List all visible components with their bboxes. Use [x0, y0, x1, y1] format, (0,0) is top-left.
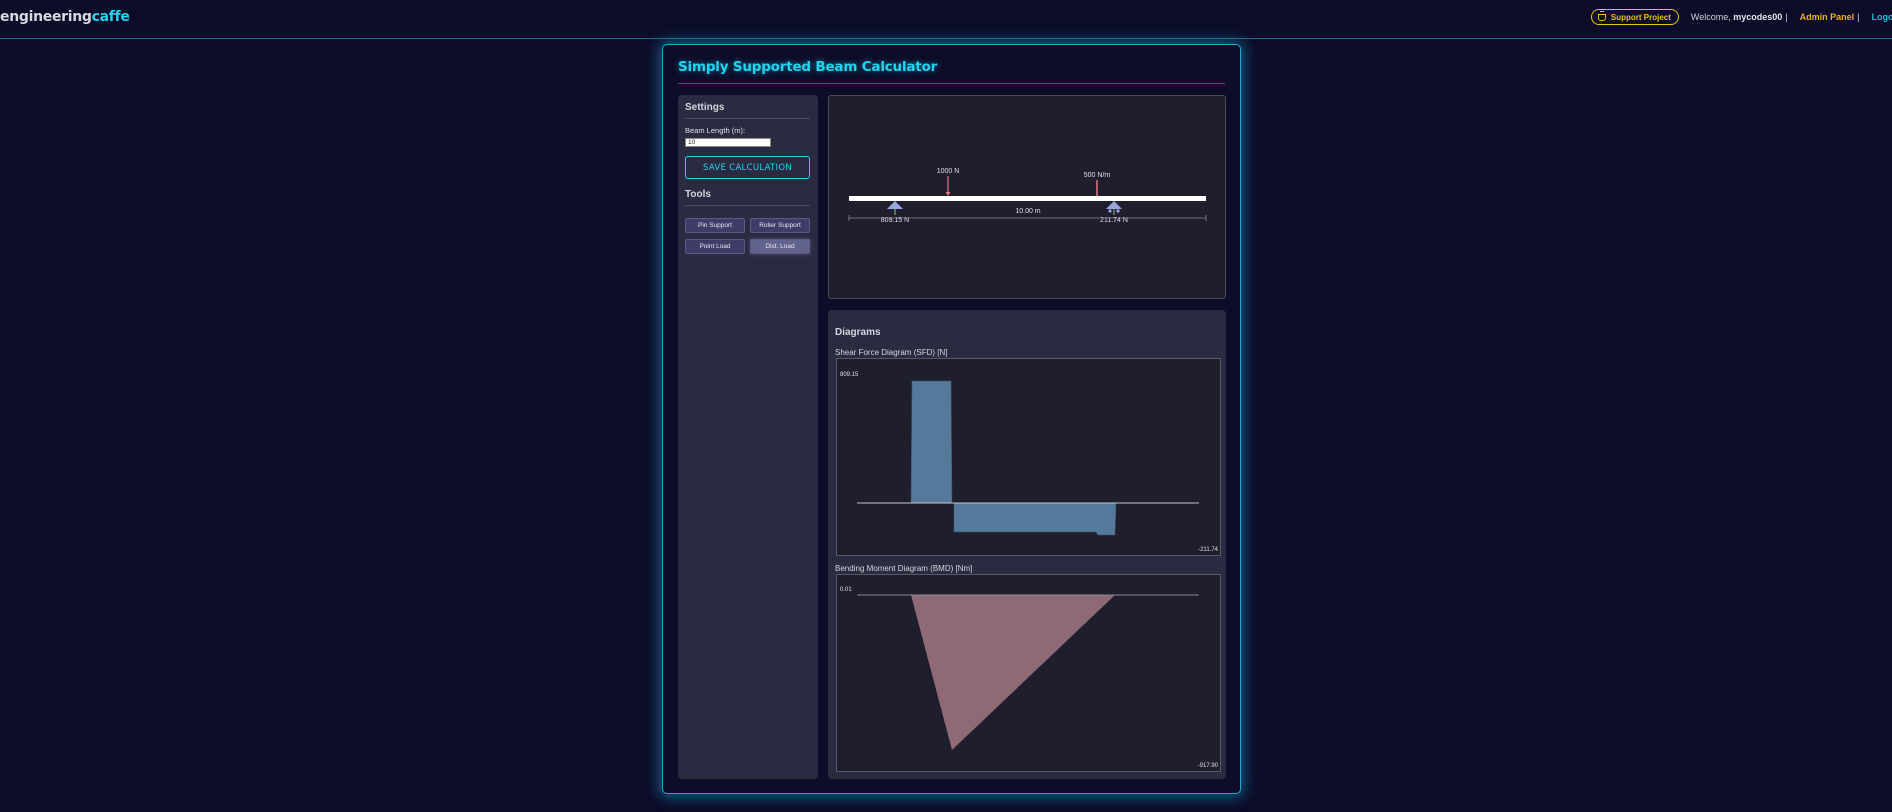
- top-navbar: engineeringcaffe Support Project Welcome…: [0, 0, 1892, 39]
- sfd-title: Shear Force Diagram (SFD) [N]: [835, 348, 948, 357]
- nav-separator: |: [1785, 12, 1788, 22]
- reaction-left-label: 809.15 N: [881, 217, 909, 224]
- welcome-prefix: Welcome,: [1690, 12, 1734, 22]
- bmd-plot: 0.01 -917.90: [840, 587, 1219, 769]
- sfd-chart: 809.15 -211.74: [836, 358, 1221, 556]
- title-divider: [678, 83, 1225, 84]
- tools-heading: Tools: [685, 189, 711, 200]
- sfd-negative-area: [953, 502, 1117, 536]
- dist-load-button[interactable]: Dist. Load: [750, 239, 810, 254]
- point-load-arrow-icon[interactable]: [945, 176, 951, 196]
- bmd-max-label: 0.01: [840, 587, 852, 593]
- dimension-line: [848, 215, 1207, 221]
- point-load-button[interactable]: Point Load: [685, 239, 745, 254]
- beam-drawing: 1000 N 500 N/m 809.15 N 211.74 N: [848, 168, 1207, 224]
- sfd-plot: 809.15 -211.74: [840, 372, 1219, 553]
- beam-length-dimension: 10.00 m: [1015, 208, 1040, 215]
- logout-link[interactable]: Logout: [1871, 12, 1892, 22]
- coffee-cup-icon: [1597, 10, 1606, 21]
- nav-right: Support Project Welcome, mycodes00 | Adm…: [1590, 9, 1892, 25]
- save-calculation-button[interactable]: SAVE CALCULATION: [685, 156, 810, 179]
- beam-length-label: Beam Length (m):: [685, 126, 746, 135]
- nav-separator: |: [1857, 12, 1860, 22]
- support-project-button[interactable]: Support Project: [1590, 9, 1679, 25]
- dist-load-label: 500 N/m: [1084, 172, 1111, 179]
- beam-body: [849, 196, 1206, 201]
- calculator-container: Simply Supported Beam Calculator Setting…: [662, 44, 1241, 794]
- diagrams-heading: Diagrams: [835, 327, 881, 338]
- welcome-text: Welcome, mycodes00: [1691, 12, 1782, 22]
- reaction-right-label: 211.74 N: [1100, 217, 1128, 224]
- admin-panel-link[interactable]: Admin Panel: [1799, 12, 1855, 22]
- beam-length-input[interactable]: 10: [685, 138, 771, 147]
- sfd-positive-area: [910, 380, 953, 504]
- pin-support-button[interactable]: Pin Support: [685, 218, 745, 233]
- logo-text-caffe: caffe: [91, 9, 130, 25]
- logo-text-engineering: engineering: [0, 9, 92, 25]
- support-project-label: Support Project: [1610, 12, 1671, 22]
- username: mycodes00: [1733, 12, 1783, 22]
- settings-divider: [685, 118, 810, 119]
- bmd-chart: 0.01 -917.90: [836, 574, 1221, 772]
- sfd-min-label: -211.74: [1198, 547, 1219, 553]
- diagrams-panel: Diagrams Shear Force Diagram (SFD) [N] 8…: [828, 310, 1226, 779]
- point-load-label: 1000 N: [937, 168, 960, 175]
- pin-support-icon[interactable]: [887, 201, 903, 215]
- logo[interactable]: engineeringcaffe: [0, 9, 130, 25]
- settings-heading: Settings: [685, 102, 725, 113]
- roller-support-button[interactable]: Roller Support: [750, 218, 810, 233]
- sidebar: Settings Beam Length (m): 10 SAVE CALCUL…: [678, 95, 818, 779]
- tools-divider: [685, 205, 810, 206]
- roller-support-icon[interactable]: [1106, 201, 1122, 215]
- beam-canvas[interactable]: 1000 N 500 N/m 809.15 N 211.74 N: [828, 95, 1226, 299]
- bmd-title: Bending Moment Diagram (BMD) [Nm]: [835, 564, 973, 573]
- bmd-area: [911, 595, 1115, 750]
- bmd-min-label: -917.90: [1198, 763, 1219, 769]
- page-title: Simply Supported Beam Calculator: [678, 59, 938, 75]
- sfd-max-label: 809.15: [840, 372, 859, 378]
